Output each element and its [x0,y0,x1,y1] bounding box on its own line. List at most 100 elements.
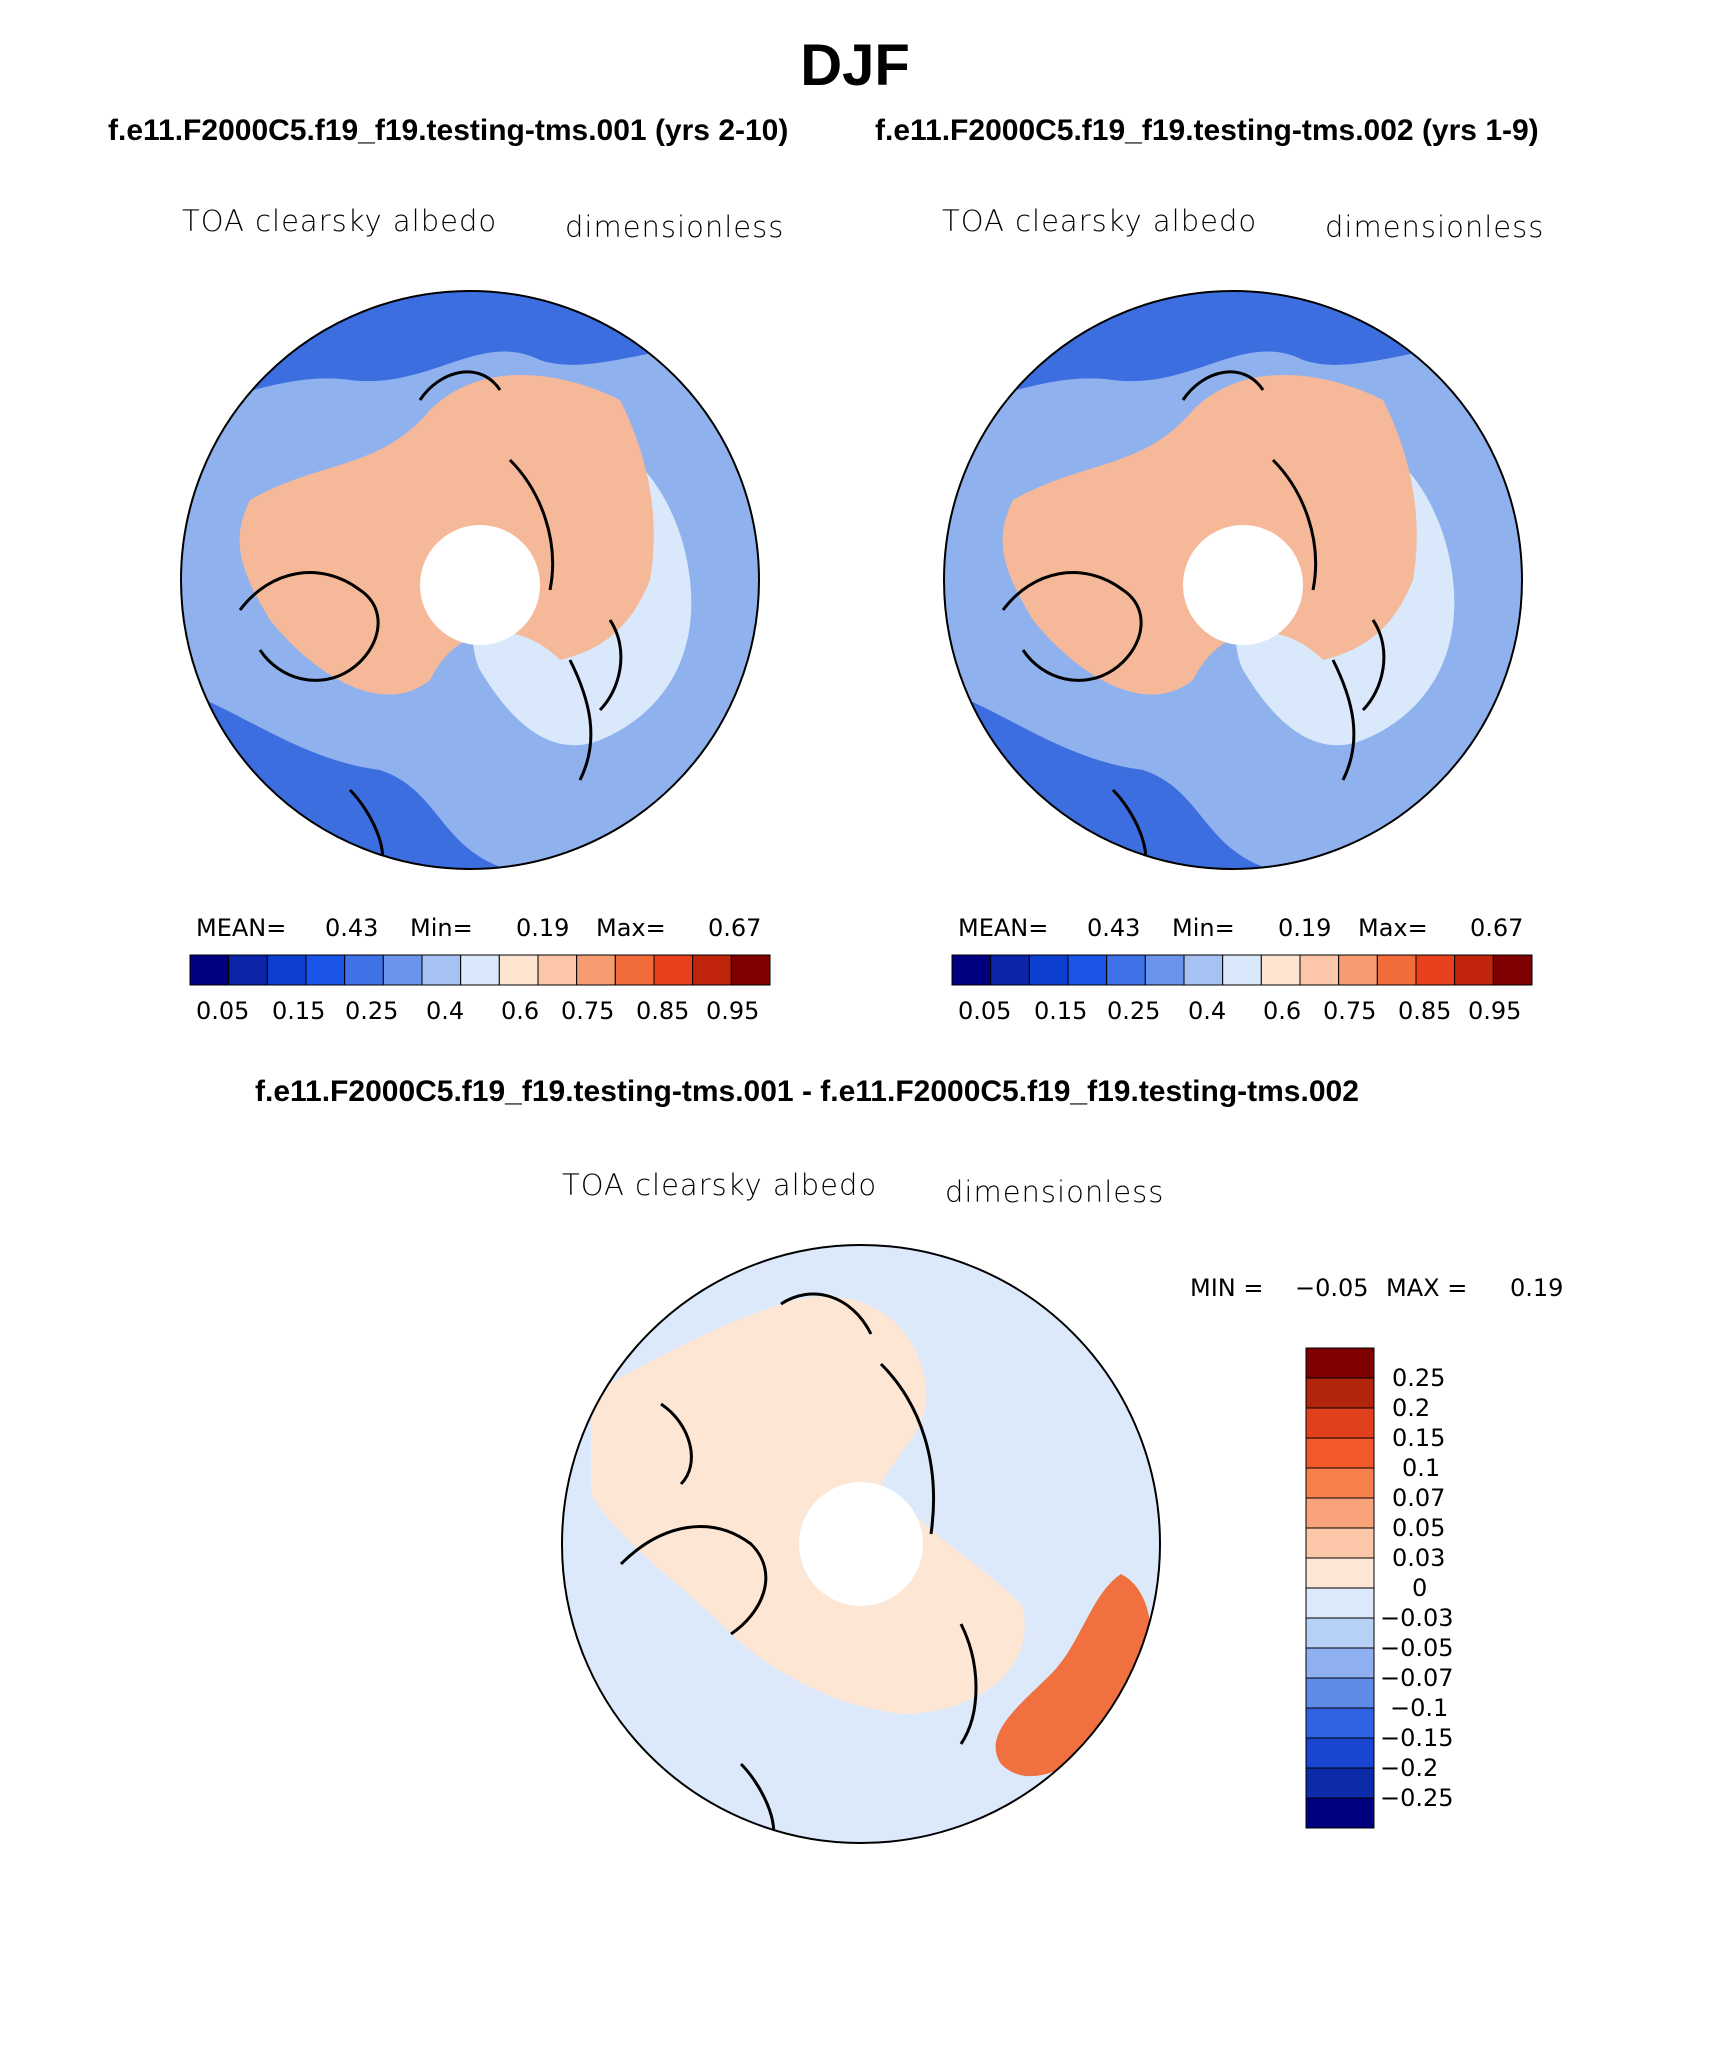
panel2-mean-value: 0.43 [1087,914,1141,942]
panel1-colorbar-swatch [189,954,230,986]
panel3-colorbar-swatch [1305,1497,1375,1529]
panel2-coastline [1001,370,1386,869]
panel3-colorbar-swatch [1305,1377,1375,1409]
panel2-colorbar-label: 0.95 [1468,997,1522,1025]
panel2-colorbar-label: 0.6 [1263,997,1302,1025]
panel1-colorbar-swatch [614,954,655,986]
panel2-colorbar-swatch [1144,954,1185,986]
panel1-pole-hole [420,525,540,645]
panel1-colorbar-label: 0.85 [636,997,690,1025]
panel3-min-label: MIN = [1190,1274,1264,1302]
panel3-colorbar-swatch [1305,1587,1375,1619]
panel1-colorbar-label: 0.15 [272,997,326,1025]
panel1-mean-label: MEAN= [196,914,287,942]
panel3-max-label: MAX = [1386,1274,1468,1302]
panel2-colorbar [951,954,1533,986]
panel1-colorbar-label: 0.4 [426,997,465,1025]
panel3-colorbar-label: −0.2 [1380,1754,1439,1782]
panel1-colorbar-label: 0.6 [501,997,540,1025]
panel1-colorbar-swatch [421,954,462,986]
panel3-warm-land [591,1296,1025,1714]
panel3-colorbar-swatch [1305,1677,1375,1709]
panel1-colorbar-swatch [692,954,732,986]
panel1-max-value: 0.67 [708,914,762,942]
panel2-colorbar-label: 0.4 [1188,997,1227,1025]
panel2-colorbar-swatch [990,954,1030,986]
figure-title: DJF [800,33,910,98]
panel2-colorbar-label: 0.15 [1034,997,1088,1025]
panel2-colorbar-swatch [1299,954,1340,986]
panel1-colorbar-swatch [228,954,268,986]
panel2-colorbar-label: 0.85 [1398,997,1452,1025]
panel3-colorbar-label: 0.05 [1392,1514,1446,1542]
panel3-colorbar-label: 0.25 [1392,1364,1446,1392]
panel1-colorbar-label: 0.05 [196,997,250,1025]
panel3-colorbar-label: 0.03 [1392,1544,1446,1572]
panel2-polar-map [943,290,1523,870]
panel3-colorbar-swatch [1305,1617,1375,1649]
panel3-colorbar-swatch [1305,1407,1375,1439]
panel1-colorbar-swatch [498,954,539,986]
panel2-colorbar-label: 0.25 [1107,997,1161,1025]
panel1-colorbar-label: 0.95 [706,997,760,1025]
panel2-colorbar-swatch [1106,954,1146,986]
panel2-map-border [943,290,1523,870]
panel1-max-label: Max= [596,914,666,942]
panel1-colorbar-swatch [382,954,423,986]
panel1-colorbar-swatch [305,954,346,986]
panel2-colorbar-swatch [1415,954,1456,986]
difference-title: f.e11.F2000C5.f19_f19.testing-tms.001 - … [255,1075,1359,1108]
panel3-colorbar-swatch [1305,1437,1375,1469]
panel2-pole-hole [1183,525,1303,645]
panel1-colorbar-swatch [730,954,771,986]
panel2-units-label: dimensionless [1325,210,1545,244]
panel1-colorbar-swatch [653,954,694,986]
panel3-coastline [619,1292,978,1843]
panel3-colorbar-label: 0.15 [1392,1424,1446,1452]
panel3-colorbar-label: −0.07 [1380,1664,1454,1692]
panel1-colorbar-swatch [266,954,307,986]
panel3-colorbar-swatch [1305,1737,1375,1769]
panel2-colorbar-swatch [1454,954,1494,986]
panel1-coastline [238,370,623,869]
panel3-colorbar-label: 0.2 [1392,1394,1431,1422]
panel2-colorbar-swatch [1260,954,1301,986]
panel2-colorbar-swatch [1492,954,1533,986]
panel3-colorbar-swatch [1305,1557,1375,1589]
panel2-colorbar-swatch [1067,954,1108,986]
panel2-max-value: 0.67 [1470,914,1524,942]
panel3-colorbar-swatch [1305,1767,1375,1799]
panel3-colorbar-label: −0.05 [1380,1634,1454,1662]
panel2-colorbar-swatch [1338,954,1378,986]
panel3-colorbar-label: −0.03 [1380,1604,1454,1632]
panel1-colorbar-swatch [460,954,500,986]
panel3-colorbar-label: 0 [1412,1574,1428,1602]
panel3-colorbar-label: −0.15 [1380,1724,1454,1752]
panel2-colorbar-swatch [1222,954,1262,986]
panel3-colorbar-swatch [1305,1647,1375,1679]
panel2-warm-land [1002,375,1417,695]
panel2-colorbar-label: 0.75 [1323,997,1377,1025]
panel2-colorbar-swatch [1028,954,1069,986]
panel1-min-value: 0.19 [516,914,570,942]
panel2-min-value: 0.19 [1278,914,1332,942]
panel1-units-label: dimensionless [565,210,785,244]
panel3-colorbar-label: 0.07 [1392,1484,1446,1512]
panel2-colorbar-swatch [1376,954,1417,986]
panel3-polar-map [561,1244,1161,1844]
panel3-min-value: −0.05 [1295,1274,1369,1302]
panel1-colorbar-swatch [576,954,616,986]
panel3-colorbar [1305,1347,1375,1829]
panel2-colorbar-swatch [1183,954,1224,986]
panel2-mean-label: MEAN= [958,914,1049,942]
panel1-variable-label: TOA clearsky albedo [182,204,498,238]
panel2-variable-label: TOA clearsky albedo [942,204,1258,238]
panel1-map-border [180,290,760,870]
panel1-colorbar-label: 0.25 [345,997,399,1025]
panel3-colorbar-swatch [1305,1347,1375,1379]
panel1-polar-map [180,290,760,870]
panel3-units-label: dimensionless [945,1175,1165,1209]
right-panel-subtitle: f.e11.F2000C5.f19_f19.testing-tms.002 (y… [875,114,1539,147]
panel3-pole-hole [799,1482,923,1606]
panel1-warm-land [239,375,654,695]
